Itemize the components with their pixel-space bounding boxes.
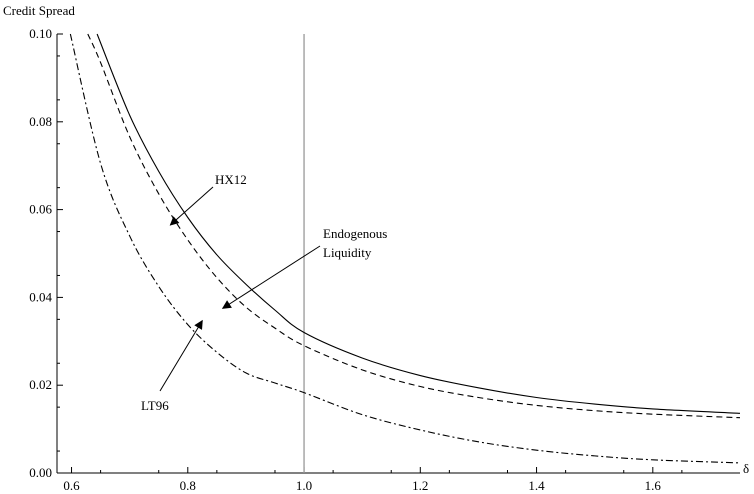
- annotation-arrow-endogenous-liquidity: [221, 245, 321, 309]
- series-group: [69, 33, 741, 464]
- y-ticks: 0.00 0.02 0.04 0.06 0.08 0.10: [29, 26, 63, 480]
- y-tick-label: 0.08: [29, 114, 52, 129]
- x-ticks: 0.6 0.8 1.0 1.2 1.4 1.6: [63, 467, 683, 493]
- annotation-hx12: HX12: [215, 172, 247, 187]
- annotations: HX12 Endogenous Liquidity LT96: [141, 172, 387, 413]
- annotation-lt96: LT96: [141, 398, 169, 413]
- series-line-dashed: [87, 33, 741, 419]
- x-tick-label: 1.2: [412, 478, 428, 493]
- x-axis-label: δ: [743, 461, 749, 476]
- annotation-arrow-lt96: [159, 319, 203, 392]
- x-tick-label: 1.0: [296, 478, 312, 493]
- y-tick-label: 0.02: [29, 377, 52, 392]
- x-tick-label: 0.6: [63, 478, 80, 493]
- x-tick-label: 1.4: [528, 478, 545, 493]
- series-line-dashdot: [69, 33, 741, 464]
- y-tick-label: 0.06: [29, 202, 52, 217]
- annotation-endogenous: Endogenous: [323, 226, 387, 241]
- y-tick-label: 0.00: [29, 465, 52, 480]
- y-axis-label: Credit Spread: [3, 3, 75, 18]
- x-tick-label: 1.6: [645, 478, 662, 493]
- y-tick-label: 0.10: [29, 26, 52, 41]
- series-line-solid: [96, 33, 741, 414]
- x-tick-label: 0.8: [180, 478, 196, 493]
- annotation-arrow-hx12: [169, 186, 214, 226]
- annotation-liquidity: Liquidity: [323, 245, 372, 260]
- y-tick-label: 0.04: [29, 289, 52, 304]
